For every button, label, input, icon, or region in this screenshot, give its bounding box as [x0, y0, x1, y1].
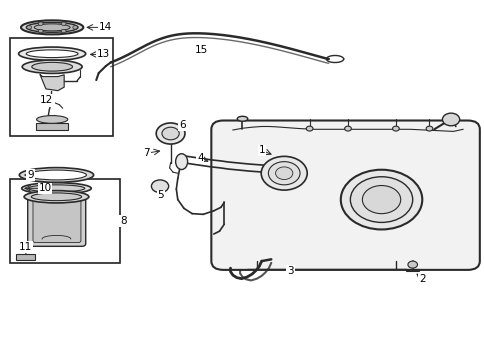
Circle shape: [340, 170, 422, 230]
FancyBboxPatch shape: [33, 200, 81, 242]
Text: 13: 13: [97, 49, 110, 59]
Circle shape: [349, 177, 412, 222]
Circle shape: [27, 26, 31, 29]
Text: 14: 14: [99, 22, 112, 32]
Text: 11: 11: [19, 242, 32, 252]
Circle shape: [344, 126, 350, 131]
Text: 4: 4: [197, 153, 203, 163]
Ellipse shape: [175, 154, 187, 170]
Circle shape: [61, 22, 66, 25]
Bar: [36, 123, 67, 130]
Text: 2: 2: [418, 274, 425, 284]
Circle shape: [261, 156, 306, 190]
Circle shape: [162, 127, 179, 140]
FancyBboxPatch shape: [28, 196, 86, 246]
Ellipse shape: [36, 116, 68, 123]
Text: 9: 9: [27, 170, 34, 180]
Ellipse shape: [34, 24, 70, 31]
Ellipse shape: [237, 116, 247, 121]
Circle shape: [392, 126, 398, 131]
Ellipse shape: [28, 185, 85, 192]
Text: 5: 5: [157, 190, 164, 200]
Circle shape: [38, 22, 43, 25]
Circle shape: [73, 26, 77, 29]
Text: 15: 15: [195, 45, 208, 55]
Text: 8: 8: [120, 216, 127, 226]
Text: 3: 3: [287, 266, 293, 276]
Text: 10: 10: [38, 183, 51, 193]
Ellipse shape: [22, 60, 82, 74]
Polygon shape: [40, 75, 64, 91]
Ellipse shape: [26, 22, 78, 32]
Bar: [10, 38, 113, 136]
Circle shape: [156, 123, 184, 144]
Ellipse shape: [19, 167, 93, 182]
Circle shape: [425, 126, 432, 131]
Circle shape: [268, 162, 300, 185]
Circle shape: [362, 186, 400, 213]
Circle shape: [151, 180, 168, 192]
Ellipse shape: [27, 170, 86, 180]
Circle shape: [38, 29, 43, 33]
Circle shape: [275, 167, 292, 180]
Text: 12: 12: [40, 95, 53, 105]
Circle shape: [305, 126, 312, 131]
Circle shape: [61, 29, 66, 33]
FancyBboxPatch shape: [211, 121, 479, 270]
Text: 6: 6: [179, 120, 185, 130]
Ellipse shape: [21, 20, 83, 34]
Ellipse shape: [32, 62, 73, 71]
Bar: [16, 254, 35, 260]
Ellipse shape: [26, 50, 78, 57]
Text: 7: 7: [143, 148, 150, 158]
Ellipse shape: [31, 193, 81, 201]
Ellipse shape: [24, 191, 89, 203]
Ellipse shape: [18, 47, 86, 60]
Circle shape: [407, 261, 417, 268]
Bar: [10, 178, 120, 263]
Text: 1: 1: [258, 145, 264, 155]
Circle shape: [441, 113, 459, 126]
Ellipse shape: [22, 183, 91, 194]
